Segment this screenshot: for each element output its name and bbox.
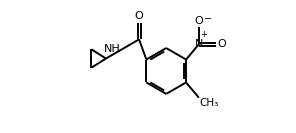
Text: NH: NH bbox=[104, 44, 121, 54]
Text: N: N bbox=[195, 39, 203, 49]
Text: −: − bbox=[204, 14, 212, 24]
Text: O: O bbox=[135, 11, 144, 21]
Text: CH₃: CH₃ bbox=[200, 98, 219, 108]
Text: +: + bbox=[200, 30, 207, 39]
Text: O: O bbox=[217, 39, 226, 49]
Text: O: O bbox=[194, 16, 203, 26]
